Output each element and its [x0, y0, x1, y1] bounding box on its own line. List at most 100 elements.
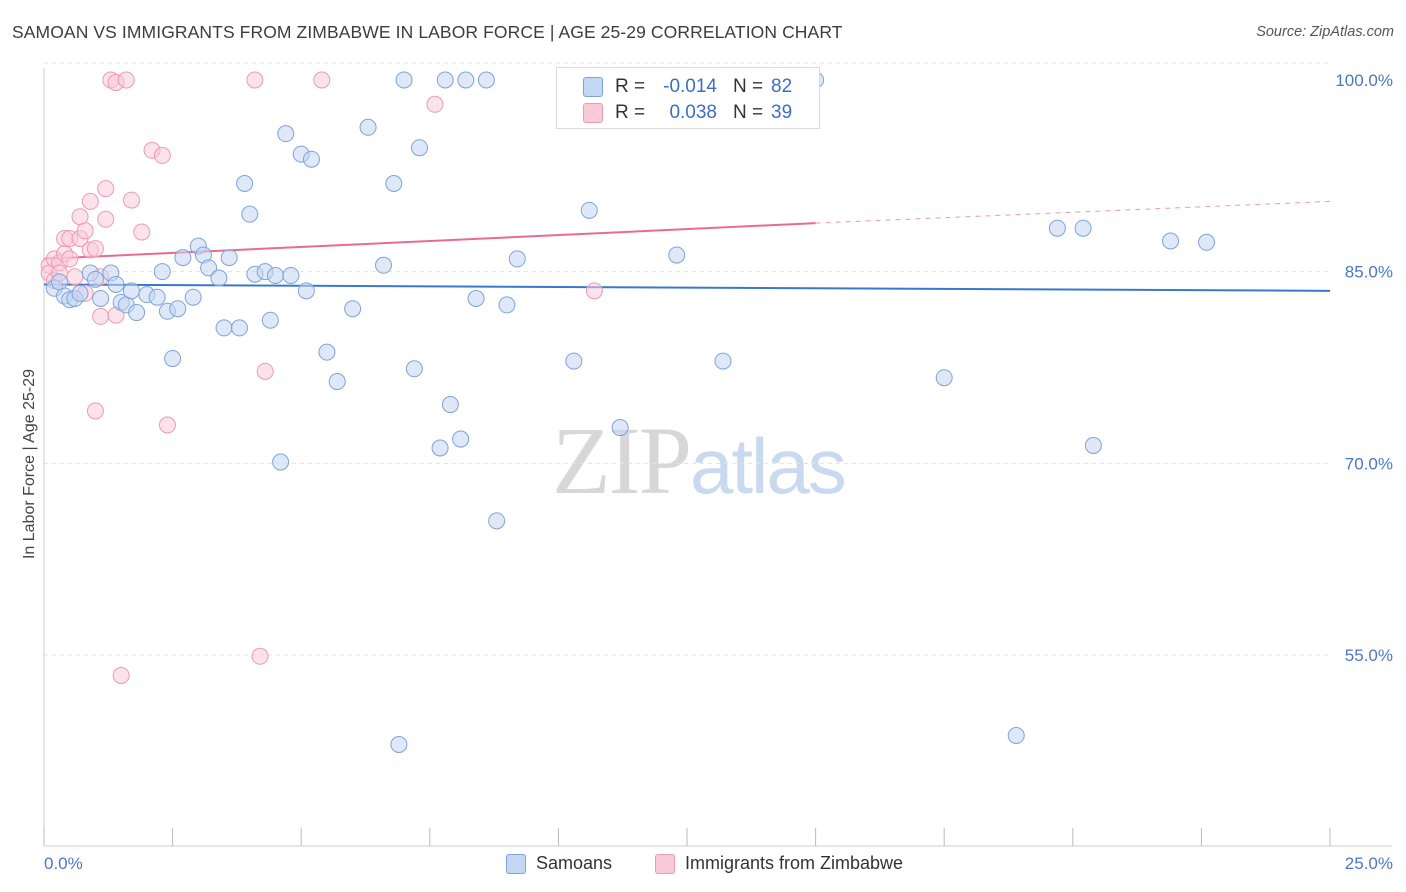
point-zimbabwe	[122, 191, 140, 209]
point-samoans	[148, 288, 166, 306]
point-zimbabwe	[66, 268, 84, 286]
point-samoans	[467, 290, 485, 307]
bottom-legend-label-samoans: Samoans	[536, 853, 613, 873]
point-samoans	[302, 150, 320, 168]
point-zimbabwe	[585, 282, 603, 300]
point-samoans	[71, 284, 89, 302]
y-tick-label: 70.0%	[1345, 454, 1393, 473]
point-samoans	[405, 360, 423, 378]
legend-r-label: R =	[615, 102, 646, 123]
legend-n-value-zimbabwe: 39	[771, 102, 793, 123]
x-tick-label: 25.0%	[1345, 854, 1393, 873]
stats-legend: R = -0.014 N = 82 R = 0.038 N = 39	[556, 67, 820, 129]
point-samoans	[714, 352, 732, 370]
point-samoans	[411, 139, 429, 157]
bottom-legend-swatch-samoans	[506, 854, 526, 874]
point-samoans	[266, 267, 284, 284]
bottom-legend: Samoans Immigrants from Zimbabwe	[0, 852, 1406, 878]
trendline-samoans	[43, 283, 1331, 292]
source-credit: Source: ZipAtlas.com	[1256, 24, 1394, 40]
point-samoans	[236, 175, 254, 192]
point-samoans	[241, 205, 259, 223]
point-zimbabwe	[76, 222, 94, 240]
point-samoans	[282, 267, 300, 284]
point-samoans	[457, 71, 475, 89]
trend-layer	[43, 200, 1331, 292]
legend-n-label: N =	[733, 76, 764, 97]
label-layer: 55.0% 70.0% 85.0% 100.0% 0.0% 25.0% In Labor F…	[21, 71, 1393, 873]
point-samoans	[1162, 232, 1180, 250]
bottom-legend-swatch-zimbabwe	[655, 854, 675, 874]
legend-row-zimbabwe: R = 0.038 N = 39	[557, 100, 819, 128]
point-samoans	[344, 300, 362, 318]
point-samoans	[477, 71, 495, 89]
legend-row-samoans: R = -0.014 N = 82	[557, 74, 819, 102]
point-zimbabwe	[97, 180, 115, 198]
point-samoans	[318, 343, 336, 361]
point-zimbabwe	[153, 146, 171, 164]
point-samoans	[1007, 727, 1025, 744]
y-axis-label: In Labor Force | Age 25-29	[21, 369, 38, 559]
trendline-zimbabwe	[43, 222, 816, 260]
point-zimbabwe	[158, 416, 176, 434]
grid-layer	[44, 62, 1330, 656]
point-samoans	[272, 453, 290, 471]
y-tick-label: 85.0%	[1345, 263, 1393, 282]
point-samoans	[122, 282, 140, 300]
point-samoans	[86, 270, 104, 288]
point-samoans	[328, 373, 346, 391]
point-samoans	[215, 319, 233, 337]
point-samoans	[395, 71, 413, 89]
point-samoans	[277, 125, 295, 143]
point-samoans	[220, 249, 238, 267]
point-samoans	[436, 71, 454, 89]
point-samoans	[441, 396, 459, 414]
point-samoans	[1048, 219, 1066, 237]
point-zimbabwe	[133, 223, 151, 241]
point-zimbabwe	[112, 666, 130, 684]
axis-layer	[43, 68, 1392, 847]
point-samoans	[169, 300, 187, 318]
point-samoans	[488, 512, 506, 530]
y-tick-label: 100.0%	[1335, 71, 1393, 90]
legend-n-value-samoans: 82	[771, 76, 793, 97]
point-samoans	[92, 290, 110, 307]
point-zimbabwe	[86, 240, 104, 258]
point-samoans	[431, 439, 449, 457]
point-samoans	[375, 256, 393, 274]
point-samoans	[297, 282, 315, 300]
chart-title: SAMOAN VS IMMIGRANTS FROM ZIMBABWE IN LA…	[12, 22, 843, 42]
point-samoans	[230, 319, 248, 337]
bottom-legend-label-zimbabwe: Immigrants from Zimbabwe	[685, 853, 904, 873]
legend-r-label: R =	[615, 76, 646, 97]
legend-r-value-zimbabwe: 0.038	[669, 102, 717, 123]
point-samoans	[668, 246, 686, 264]
point-zimbabwe	[256, 362, 274, 380]
point-samoans	[1084, 436, 1102, 454]
x-tick-label: 0.0%	[44, 854, 83, 873]
point-samoans	[107, 275, 125, 293]
legend-n-label: N =	[733, 102, 764, 123]
point-samoans	[261, 311, 279, 329]
point-samoans	[1198, 233, 1216, 251]
point-zimbabwe	[251, 647, 269, 665]
point-zimbabwe	[117, 71, 135, 89]
y-tick-label: 55.0%	[1345, 646, 1393, 665]
point-zimbabwe	[426, 95, 444, 113]
points-layer	[40, 71, 1216, 753]
point-samoans	[508, 250, 526, 268]
point-samoans	[611, 419, 629, 437]
point-samoans	[935, 369, 953, 387]
point-samoans	[1074, 219, 1092, 237]
legend-r-value-samoans: -0.014	[663, 76, 717, 97]
trendline-zimbabwe-extension	[815, 200, 1331, 224]
point-samoans	[153, 263, 171, 281]
point-samoans	[210, 269, 228, 287]
point-samoans	[200, 259, 218, 277]
point-zimbabwe	[313, 71, 331, 89]
point-zimbabwe	[86, 402, 104, 420]
point-samoans	[385, 175, 403, 192]
point-zimbabwe	[246, 71, 264, 89]
point-zimbabwe	[92, 307, 110, 325]
